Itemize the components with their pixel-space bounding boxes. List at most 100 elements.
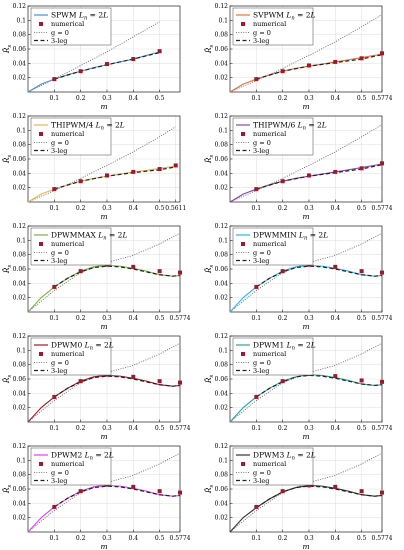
x-tick-label: 0.5774 [372,425,393,432]
y-axis-label: R̂s [2,485,13,495]
numerical-point [254,187,259,192]
numerical-point [333,374,338,379]
numerical-point [131,264,136,269]
panel-title: DPWM1 Ln = 2L [253,341,316,352]
y-axis-label: R̂s [2,265,13,275]
y-tick-label: 0.02 [13,185,27,192]
chart-panel-9: 0.1 0.2 0.3 0.4 0.5 0.5774 0.02 0.04 0.06 0.08 0.1… [2,443,191,550]
numerical-point [280,69,285,74]
legend-label-g0: g = 0 [51,359,69,367]
series-analytical-line [27,264,181,313]
legend-label-3leg: 3-leg [51,257,67,265]
panel-title: SPWM Ln = 2L [51,11,108,22]
y-tick-label: 0.02 [215,405,229,412]
legend-label-3leg: 3-leg [51,367,67,375]
legend-box [232,117,314,156]
legend-swatch-numerical [39,242,43,246]
legend-label-3leg: 3-leg [51,37,67,45]
numerical-point [131,169,136,174]
legend-label-g0: g = 0 [253,29,271,37]
x-axis-label: m [100,102,107,111]
panel-title: THIPWM/4 Ln = 2L [51,121,125,132]
y-tick-label: 0.12 [215,3,229,10]
y-axis-label: R̂s [204,485,215,495]
y-tick-label: 0.08 [13,362,27,369]
numerical-point [333,59,338,64]
numerical-point [78,489,83,494]
y-tick-label: 0.06 [215,46,229,53]
x-tick-label: 0.3 [304,315,314,322]
legend-box [30,7,112,46]
y-tick-label: 0.08 [215,362,229,369]
legend-label-g0: g = 0 [253,139,271,147]
x-axis-label: m [100,322,107,331]
legend-label-numerical: numerical [51,130,84,138]
chart-panel-6: 0.1 0.2 0.3 0.4 0.5 0.5774 0.02 0.04 0.06 0.08 0.1… [204,223,393,331]
numerical-point [306,173,311,178]
legend-box [30,227,112,266]
x-tick-label: 0.5 [155,95,165,102]
x-tick-label: 0.2 [76,315,86,322]
numerical-point [104,62,109,67]
x-tick-label: 0.3 [102,95,112,102]
x-tick-label: 0.5774 [170,425,191,432]
y-tick-label: 0.1 [16,347,26,354]
legend-label-g0: g = 0 [51,469,69,477]
numerical-point [380,490,384,495]
panel-title: DPWM0 Ln = 2L [51,341,114,352]
y-axis-label: R̂s [204,45,215,55]
y-tick-label: 0.04 [13,60,27,67]
series-analytical-line [27,374,181,423]
x-tick-label: 0.5 [155,205,165,212]
numerical-point [254,394,259,399]
y-tick-label: 0.02 [215,185,229,192]
x-tick-label: 0.4 [331,95,341,102]
numerical-point [52,394,57,399]
numerical-point [380,161,384,166]
y-tick-label: 0.12 [13,223,27,230]
panel-title: DPWM2 Ln = 2L [51,451,114,462]
numerical-point [333,169,338,174]
x-tick-label: 0.5 [357,425,367,432]
numerical-point [254,504,259,509]
x-tick-label: 0.1 [50,205,60,212]
x-tick-label: 0.5774 [170,535,191,542]
y-tick-label: 0.12 [13,443,27,450]
x-tick-label: 0.4 [331,535,341,542]
legend-label-numerical: numerical [253,240,286,248]
numerical-point [78,179,83,184]
series-3leg-line [256,54,383,80]
numerical-point [157,49,162,54]
y-tick-label: 0.1 [218,347,228,354]
x-tick-label: 0.3 [304,535,314,542]
numerical-point [157,167,162,172]
numerical-point [380,379,384,384]
legend-swatch-numerical [241,242,245,246]
x-tick-label: 0.2 [278,95,288,102]
y-tick-label: 0.06 [215,486,229,493]
numerical-point [380,51,384,56]
y-tick-label: 0.06 [13,486,27,493]
y-tick-label: 0.02 [13,75,27,82]
series-analytical-line [229,484,383,533]
legend-swatch-numerical [241,462,245,466]
numerical-point [380,270,384,275]
y-tick-label: 0.06 [13,266,27,273]
legend-swatch-numerical [39,22,43,26]
numerical-point [359,269,364,274]
y-tick-label: 0.02 [215,515,229,522]
legend-label-numerical: numerical [253,20,286,28]
x-tick-label: 0.3 [102,425,112,432]
legend-label-g0: g = 0 [51,139,69,147]
numerical-point [359,489,364,494]
x-tick-label: 0.4 [129,205,139,212]
x-tick-label: 0.5 [357,95,367,102]
legend-label-numerical: numerical [253,350,286,358]
legend-label-numerical: numerical [51,240,84,248]
y-tick-label: 0.08 [215,252,229,259]
numerical-point [104,173,109,178]
x-tick-label: 0.2 [76,535,86,542]
y-tick-label: 0.04 [215,500,229,507]
chart-panel-10: 0.1 0.2 0.3 0.4 0.5 0.5774 0.02 0.04 0.06 0.08 0.1… [204,443,393,550]
